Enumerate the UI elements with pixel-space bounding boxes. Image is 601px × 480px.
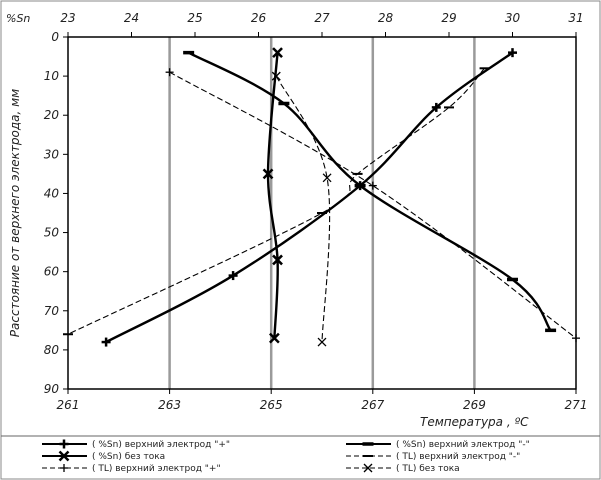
y-tick-0: 0 bbox=[51, 30, 59, 44]
y-tick-80: 80 bbox=[44, 343, 60, 357]
legend-item-4: ( TL) верхний электрод "-" bbox=[346, 452, 520, 462]
series-1-line bbox=[105, 51, 514, 344]
series-2 bbox=[183, 50, 557, 333]
legend-label-sn-верхний-электрод: ( %Sn) верхний электрод "+" bbox=[92, 440, 230, 450]
series-3-point-4 bbox=[268, 332, 280, 344]
series-5-point-3 bbox=[572, 334, 580, 343]
y-tick-60: 60 bbox=[44, 265, 60, 279]
y-tick-30: 30 bbox=[44, 147, 60, 161]
x-top-tick-25: 25 bbox=[187, 11, 202, 25]
legend-label-tl-без-тока: ( TL) без тока bbox=[396, 464, 460, 474]
series-layer bbox=[63, 47, 580, 347]
x-top-tick-27: 27 bbox=[314, 11, 330, 25]
x-top-tick-26: 26 bbox=[251, 11, 267, 25]
x-axis-title: Температура , ºC bbox=[420, 415, 529, 429]
series-1-point-4 bbox=[431, 102, 441, 112]
legend-marker-3 bbox=[58, 450, 70, 462]
legend-item-3: ( %Sn) без тока bbox=[42, 450, 165, 462]
legend-marker-6 bbox=[363, 463, 373, 473]
series-3-line bbox=[266, 52, 279, 339]
corner-label: %Sn bbox=[6, 12, 30, 25]
series-1-point-5 bbox=[508, 48, 517, 58]
legend-item-5: ( TL) верхний электрод "+" bbox=[42, 464, 221, 474]
x-bottom-tick-263: 263 bbox=[158, 398, 181, 412]
series-6-point-2 bbox=[322, 173, 332, 183]
legend-label-tl-верхний-электрод: ( TL) верхний электрод "-" bbox=[396, 452, 520, 462]
x-top-tick-30: 30 bbox=[505, 11, 521, 25]
series-1-point-1 bbox=[101, 337, 111, 347]
x-bottom-tick-261: 261 bbox=[57, 398, 80, 412]
y-ticks: 0 10 20 30 40 50 60 70 80 90 bbox=[44, 30, 68, 396]
y-tick-40: 40 bbox=[44, 186, 60, 200]
legend-label-sn-верхний-электрод: ( %Sn) верхний электрод "-" bbox=[396, 440, 530, 450]
legend-item-2: ( %Sn) верхний электрод "-" bbox=[346, 440, 530, 450]
legend-item-1: ( %Sn) верхний электрод "+" bbox=[42, 439, 230, 450]
series-1-point-2 bbox=[228, 271, 238, 281]
series-3 bbox=[262, 47, 283, 344]
series-6-line bbox=[275, 75, 331, 343]
series-4 bbox=[63, 67, 490, 336]
legend-marker-5 bbox=[60, 464, 68, 472]
x-top-tick-28: 28 bbox=[378, 11, 394, 25]
x-bottom-tick-265: 265 bbox=[260, 398, 283, 412]
x-bottom-tick-269: 269 bbox=[463, 398, 486, 412]
series-5-point-1 bbox=[165, 68, 174, 77]
x-bottom-tick-267: 267 bbox=[361, 398, 384, 412]
series-3-point-2 bbox=[262, 168, 274, 180]
x-top-ticks: 23 24 25 26 27 28 29 30 31 bbox=[60, 11, 584, 37]
series-6 bbox=[271, 71, 332, 347]
x-bottom-ticks: 261 263 265 267 269 271 bbox=[57, 389, 588, 412]
series-4-line bbox=[67, 67, 485, 335]
legend-item-6: ( TL) без тока bbox=[346, 463, 460, 474]
series-6-point-3 bbox=[317, 337, 327, 347]
y-tick-10: 10 bbox=[44, 69, 60, 83]
legend-marker-1 bbox=[59, 439, 69, 449]
series-5-line bbox=[169, 71, 577, 339]
x-top-tick-31: 31 bbox=[568, 11, 583, 25]
y-tick-70: 70 bbox=[44, 304, 60, 318]
x-top-tick-29: 29 bbox=[441, 11, 456, 25]
x-top-tick-24: 24 bbox=[124, 11, 139, 25]
y-tick-50: 50 bbox=[44, 226, 60, 240]
series-6-point-1 bbox=[271, 71, 281, 81]
series-5 bbox=[165, 68, 580, 343]
legend: ( %Sn) верхний электрод "+" ( %Sn) верхни… bbox=[42, 439, 530, 474]
series-3-point-1 bbox=[272, 47, 283, 59]
x-bottom-tick-271: 271 bbox=[565, 398, 588, 412]
legend-label-tl-верхний-электрод: ( TL) верхний электрод "+" bbox=[92, 464, 221, 474]
series-5-point-2 bbox=[368, 181, 377, 190]
y-axis-title: Расстояние от верхнего электрода, мм bbox=[8, 89, 22, 337]
series-3-point-3 bbox=[272, 254, 283, 266]
x-top-tick-23: 23 bbox=[60, 11, 75, 25]
y-tick-90: 90 bbox=[44, 382, 60, 396]
legend-label-sn-без-тока: ( %Sn) без тока bbox=[92, 452, 165, 462]
y-tick-20: 20 bbox=[44, 108, 60, 122]
